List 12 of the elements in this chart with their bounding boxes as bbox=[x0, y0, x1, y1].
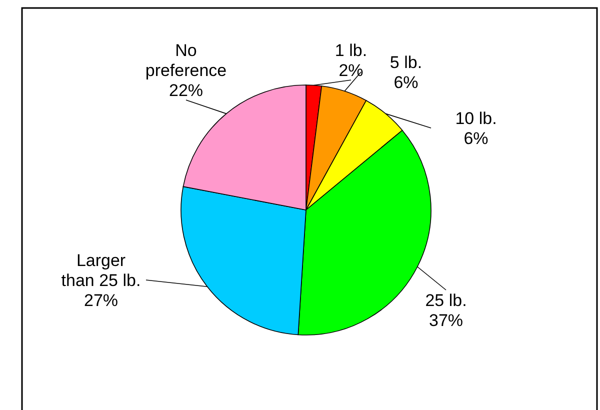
slice-label: 25 lb. bbox=[425, 291, 467, 310]
legend-label: 10 lb. bbox=[455, 109, 497, 128]
slice-label: Larger than 25 lb. bbox=[61, 251, 141, 290]
slice-label: 5 lb. bbox=[390, 53, 422, 72]
data-label: 27% bbox=[84, 291, 118, 310]
slice-label: 1 lb. bbox=[334, 41, 368, 60]
data-label: 6% bbox=[394, 73, 418, 92]
data-label: 6% bbox=[464, 129, 488, 148]
data-label: 22% bbox=[168, 81, 204, 100]
data-label: 2% bbox=[338, 61, 364, 80]
slice-label: No preference bbox=[145, 41, 227, 80]
data-label: 37% bbox=[428, 311, 464, 330]
